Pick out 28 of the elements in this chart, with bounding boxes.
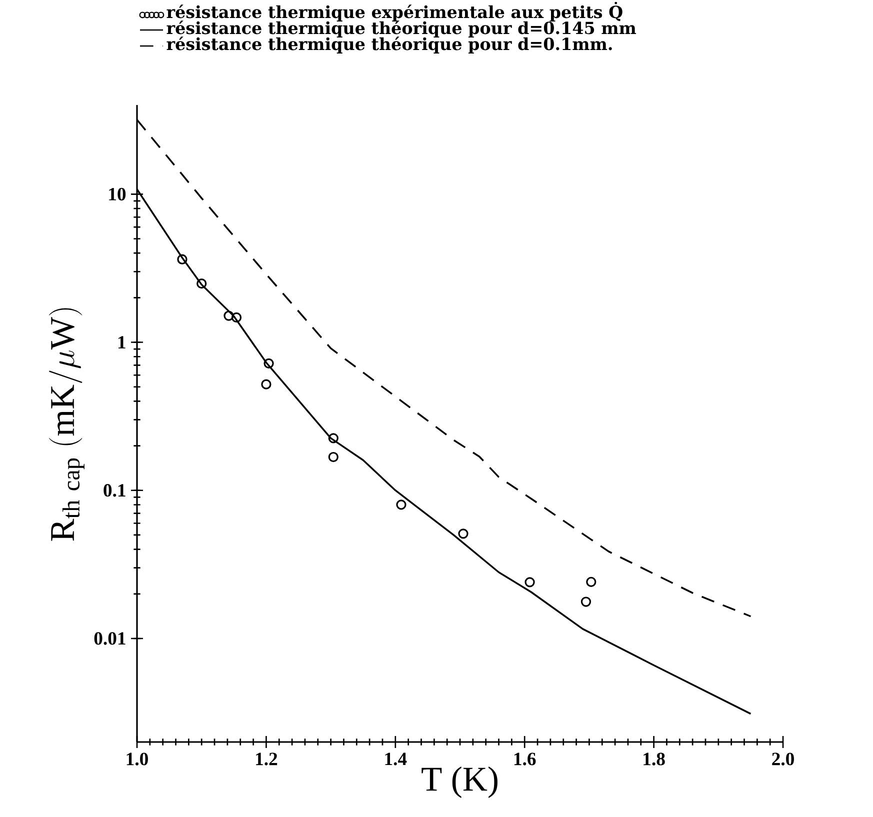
y-tick-label: 10 — [109, 188, 126, 200]
y-tick-label: 1 — [118, 336, 126, 348]
point — [177, 254, 188, 264]
point — [396, 500, 406, 510]
x-tick-label: 1.0 — [126, 752, 148, 766]
x-tick-label: 1.8 — [644, 752, 665, 766]
legend-label: résistance thermique théorique pour d=0.145 mm — [166, 20, 636, 38]
point — [328, 452, 338, 462]
point — [224, 310, 234, 321]
point — [196, 278, 207, 289]
y-axis-title: $\mathrm{R}_{\mathrm{th\ cap}}\ (\mathrm{mK}/\mu\mathrm{W})$ — [49, 308, 84, 541]
y-tick-label: 0.01 — [94, 632, 126, 645]
legend-label: résistance thermique théorique pour d=0.1mm. — [166, 36, 612, 54]
x-tick-label: 1.2 — [256, 752, 278, 766]
point — [458, 528, 468, 539]
y-tick-label: 0.1 — [104, 484, 126, 497]
x-tick-label: 2.0 — [772, 752, 794, 766]
point — [264, 358, 274, 368]
point — [586, 576, 596, 587]
x-axis-title: T (K) — [422, 766, 498, 798]
x-tick-label: 1.4 — [385, 752, 407, 766]
x-tick-label: 1.6 — [514, 752, 536, 766]
legend-label: résistance thermique expérimentale aux petits Q̇ — [166, 2, 622, 22]
point — [524, 577, 535, 588]
point — [328, 433, 338, 444]
point — [231, 312, 242, 323]
point — [261, 379, 272, 390]
point — [580, 596, 592, 607]
